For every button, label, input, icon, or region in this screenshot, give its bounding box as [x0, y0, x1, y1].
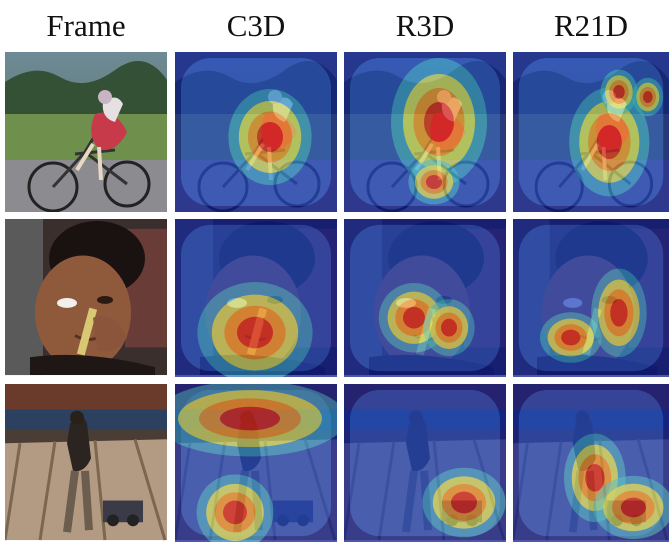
makeup-heatmap-c3d-graphic [175, 219, 337, 377]
cyclist-heatmap-r3d [344, 52, 506, 212]
makeup-heatmap-r21d [513, 219, 669, 377]
bowling-heatmap-r21d-graphic [513, 384, 669, 542]
column-header-r3d: R3D [395, 8, 455, 43]
column-header-r21d: R21D [553, 8, 629, 43]
makeup-photo [5, 219, 167, 377]
bowling-photo-graphic [5, 384, 167, 541]
cyclist-heatmap-c3d-graphic [175, 52, 337, 212]
makeup-heatmap-c3d [175, 219, 337, 377]
makeup-heatmap-r3d-graphic [344, 219, 506, 377]
bowling-heatmap-r21d [513, 384, 669, 542]
column-header-c3d: C3D [226, 8, 286, 43]
column-header-frame: Frame [46, 8, 126, 43]
cyclist-heatmap-r3d-graphic [344, 52, 506, 212]
cyclist-photo [5, 52, 167, 212]
bowling-heatmap-r3d [344, 384, 506, 542]
bowling-heatmap-r3d-graphic [344, 384, 506, 542]
bowling-heatmap-c3d [175, 384, 337, 542]
bowling-photo [5, 384, 167, 542]
cyclist-heatmap-r21d-graphic [513, 52, 669, 212]
cyclist-heatmap-r21d [513, 52, 669, 212]
cyclist-heatmap-c3d [175, 52, 337, 212]
bowling-heatmap-c3d-graphic [175, 384, 337, 542]
makeup-photo-graphic [5, 219, 167, 376]
makeup-heatmap-r21d-graphic [513, 219, 669, 377]
makeup-heatmap-r3d [344, 219, 506, 377]
cyclist-photo-graphic [5, 52, 167, 212]
